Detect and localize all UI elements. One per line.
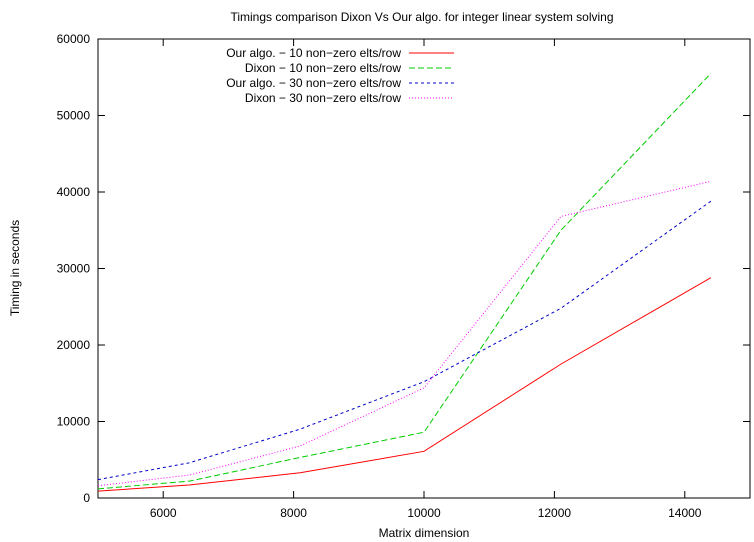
y-tick-label: 40000 [57, 185, 91, 199]
y-axis-label: Timing in seconds [8, 220, 22, 316]
series-lines [97, 73, 712, 492]
y-axis: 0 10000 20000 30000 40000 50000 60000 [57, 32, 750, 505]
x-tick-label: 14000 [668, 506, 702, 520]
legend-label-2: Dixon − 10 non−zero elts/row [245, 61, 401, 75]
x-tick-label: 6000 [150, 506, 177, 520]
legend-label-1: Our algo. − 10 non−zero elts/row [226, 46, 401, 60]
y-tick-label: 10000 [57, 415, 91, 429]
series-line-2 [97, 73, 712, 490]
series-line-4 [97, 180, 711, 487]
plot-frame [97, 38, 751, 499]
series-line-3 [97, 200, 712, 481]
x-tick-label: 10000 [407, 506, 441, 520]
legend-label-4: Dixon − 30 non−zero elts/row [245, 91, 401, 105]
y-tick-label: 0 [83, 491, 90, 505]
y-tick-label: 60000 [57, 32, 91, 46]
y-tick-label: 50000 [57, 109, 91, 123]
legend-label-3: Our algo. − 30 non−zero elts/row [226, 76, 401, 90]
x-axis: 6000 8000 10000 12000 14000 [150, 39, 702, 520]
x-tick-label: 8000 [280, 506, 307, 520]
y-tick-label: 20000 [57, 338, 91, 352]
y-tick-label: 30000 [57, 262, 91, 276]
x-axis-label: Matrix dimension [379, 526, 470, 540]
series-line-1 [97, 277, 712, 492]
x-tick-label: 12000 [538, 506, 572, 520]
chart-title: Timings comparison Dixon Vs Our algo. fo… [230, 10, 613, 24]
